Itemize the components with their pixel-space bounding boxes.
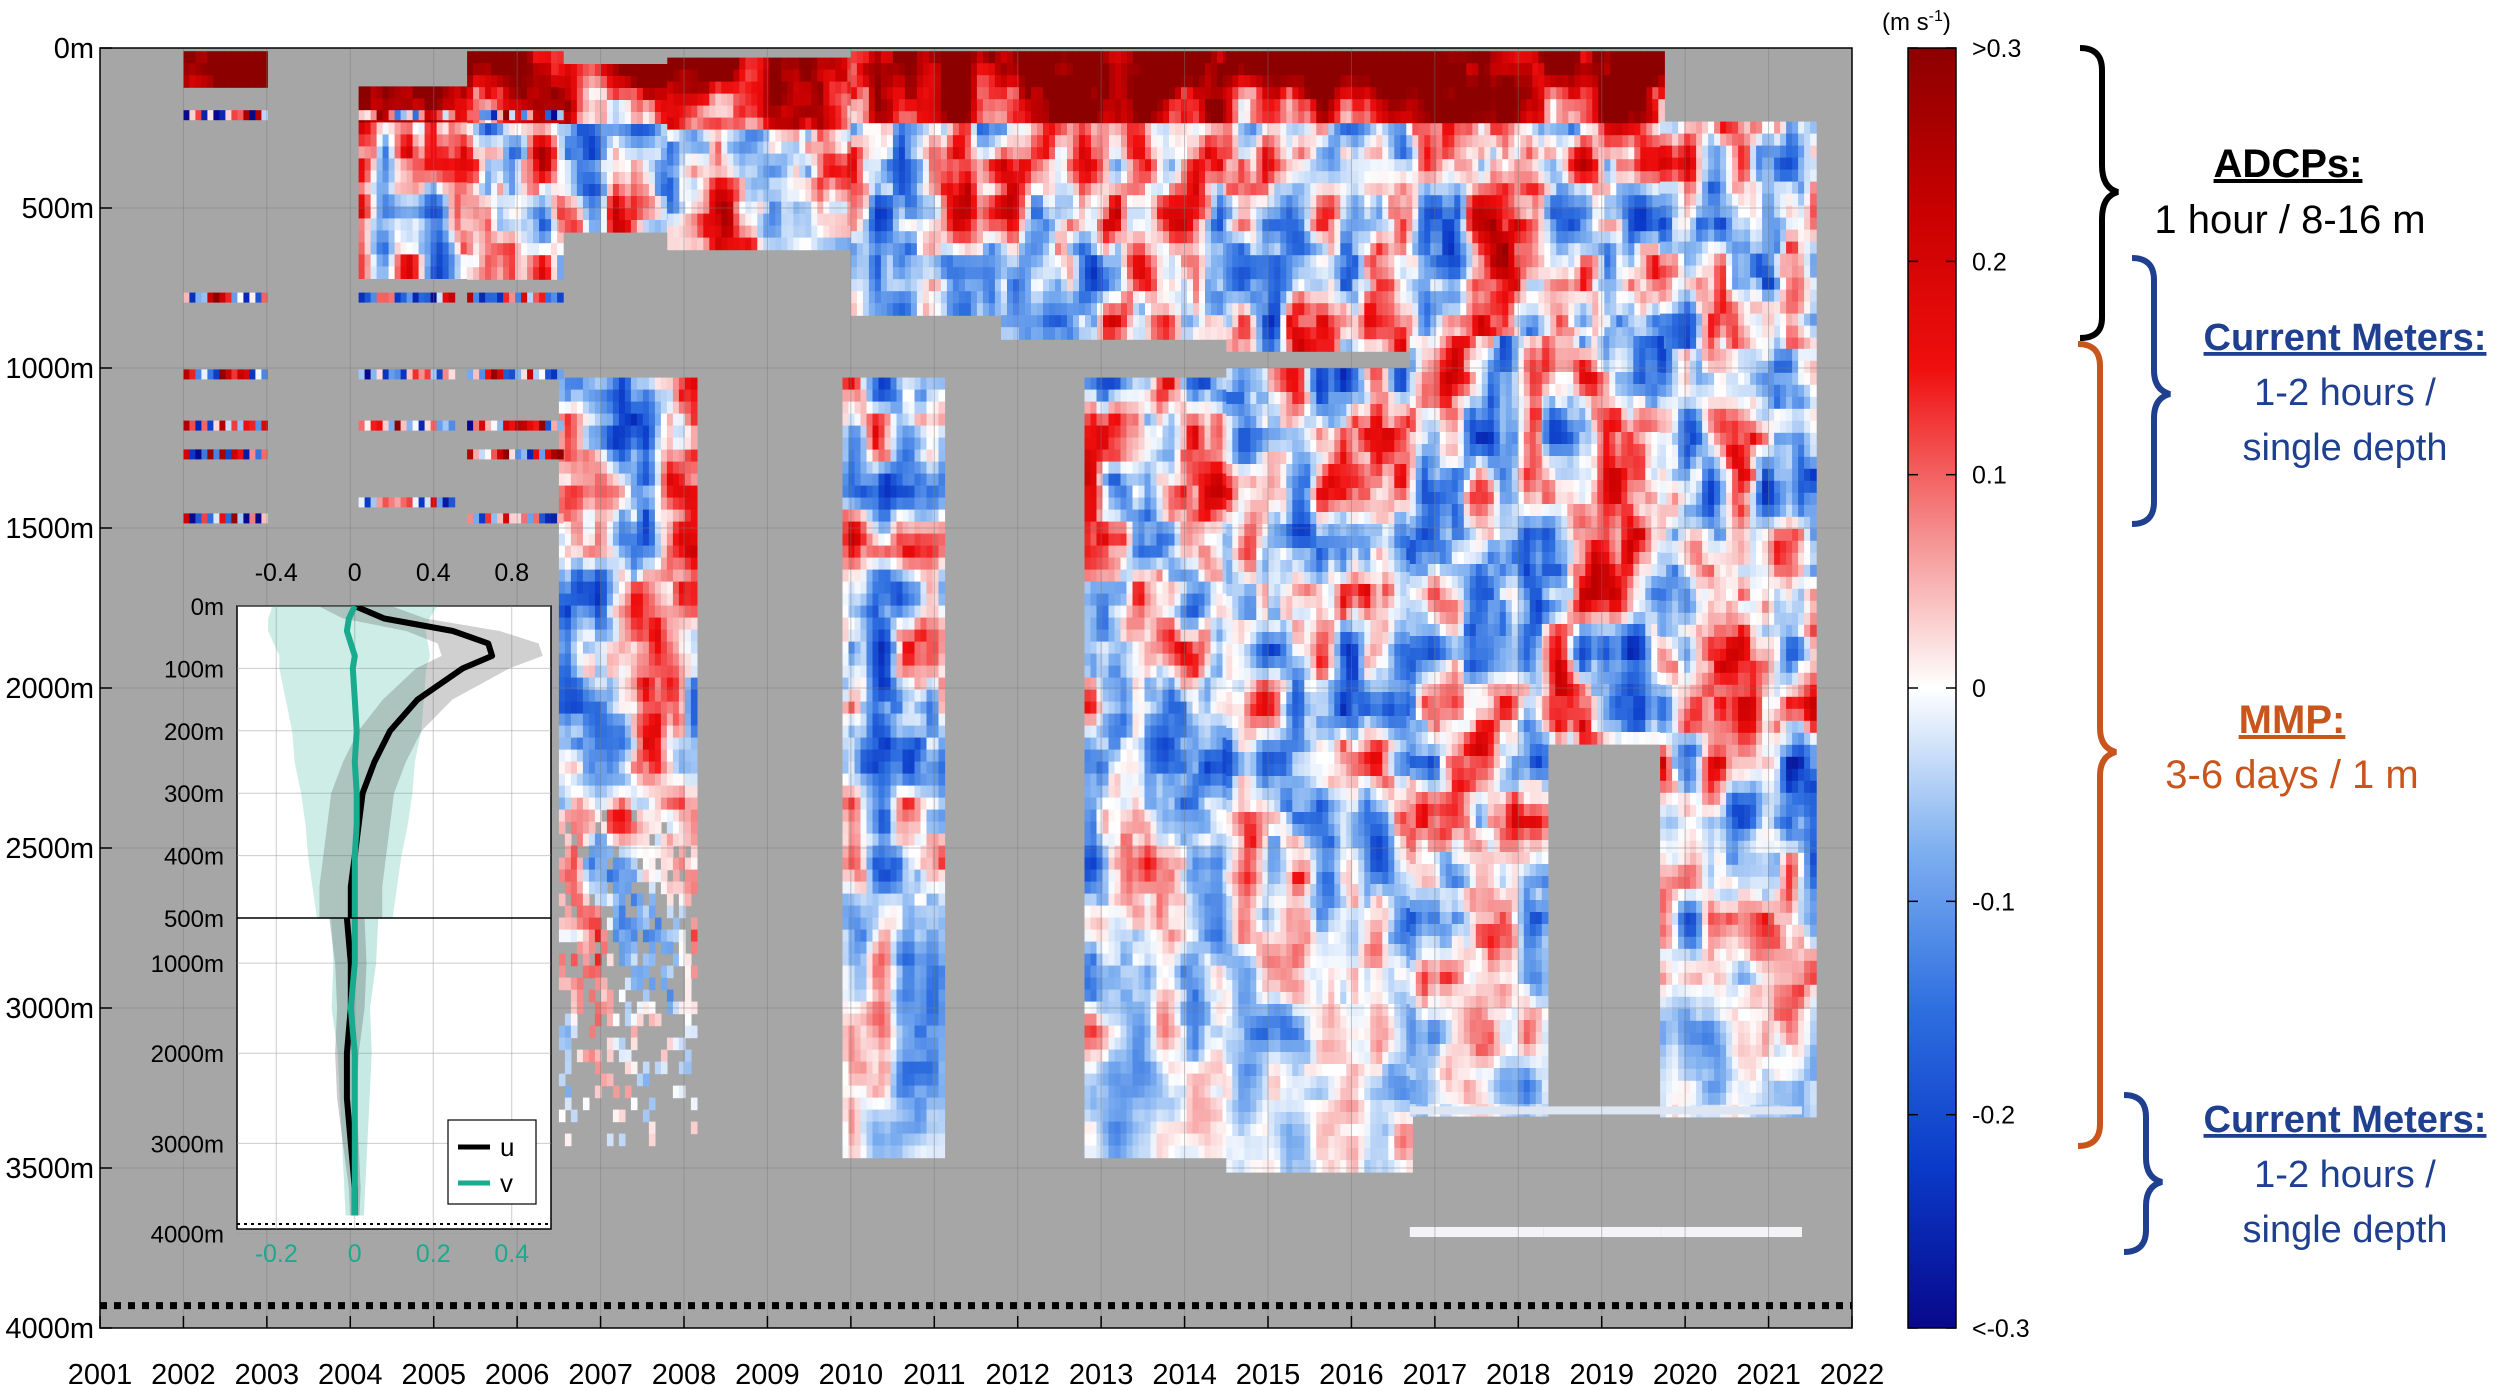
y-tick-label: 500m — [21, 193, 94, 225]
x-tick-label: 2021 — [1736, 1359, 1801, 1386]
current-meters-upper-bracket — [2132, 258, 2170, 524]
x-tick-label: 2019 — [1569, 1359, 1634, 1386]
x-tick-label: 2010 — [819, 1359, 884, 1386]
x-tick-label: 2017 — [1403, 1359, 1468, 1386]
y-tick-label: 2500m — [5, 833, 94, 865]
current-meters-lower-title: Current Meters: — [2204, 1099, 2487, 1141]
x-tick-label: 2016 — [1319, 1359, 1384, 1386]
y-tick-label: 0m — [54, 33, 94, 65]
x-tick-label: 2005 — [401, 1359, 466, 1386]
inset-upper-depth-label: 100m — [164, 656, 224, 683]
annotations: ADCPs: 1 hour / 8-16 m Current Meters: 1… — [2078, 48, 2486, 1252]
y-tick-label: 4000m — [5, 1313, 94, 1345]
inset-upper-depth-label: 300m — [164, 781, 224, 808]
colorbar-tick-label: 0 — [1972, 675, 1986, 703]
colorbar-tick-label: -0.2 — [1972, 1102, 2015, 1130]
x-tick-label: 2003 — [235, 1359, 300, 1386]
inset-lower-depth-label: 2000m — [151, 1041, 224, 1068]
current-meters-lower-bracket — [2124, 1095, 2162, 1252]
inset-top-tick-label: 0.4 — [416, 559, 451, 587]
colorbar-unit-label: (m s-1) — [1882, 8, 1951, 36]
x-tick-label: 2007 — [568, 1359, 633, 1386]
x-tick-label: 2006 — [485, 1359, 550, 1386]
inset-upper-depth-label: 500m — [164, 906, 224, 933]
inset-upper-depth-label: 0m — [191, 594, 224, 621]
current-meters-lower-detail2: single depth — [2243, 1209, 2448, 1251]
colorbar-tick-label: 0.1 — [1972, 462, 2007, 490]
inset-upper-depth-label: 400m — [164, 844, 224, 871]
x-tick-label: 2022 — [1820, 1359, 1885, 1386]
colorbar-tick-label: <-0.3 — [1972, 1315, 2030, 1343]
inset-lower-depth-label: 4000m — [151, 1222, 224, 1249]
current-meters-lower-detail1: 1-2 hours / — [2254, 1154, 2436, 1196]
x-tick-label: 2011 — [903, 1359, 965, 1386]
y-tick-label: 1000m — [5, 353, 94, 385]
mmp-detail: 3-6 days / 1 m — [2165, 753, 2418, 797]
y-tick-label: 3500m — [5, 1153, 94, 1185]
y-tick-label: 3000m — [5, 993, 94, 1025]
colorbar: (m s-1) >0.3 0.2 0.1 0 -0.1 -0.2 <-0.3 — [1882, 8, 2030, 1343]
mmp-bracket — [2078, 344, 2116, 1146]
inset-top-tick-label: 0 — [348, 559, 362, 587]
x-tick-label: 2004 — [318, 1359, 383, 1386]
x-tick-label: 2018 — [1486, 1359, 1551, 1386]
current-meters-upper-detail2: single depth — [2243, 427, 2448, 469]
colorbar-tick-label: -0.1 — [1972, 888, 2015, 916]
x-tick-label: 2002 — [151, 1359, 216, 1386]
inset-bottom-tick-label: 0 — [348, 1240, 362, 1268]
inset-bottom-tick-label: 0.2 — [416, 1240, 451, 1268]
inset-bottom-tick-label: 0.4 — [494, 1240, 529, 1268]
legend-v-label: v — [500, 1168, 513, 1198]
y-axis-ticks: 0m 500m 1000m 1500m 2000m 2500m 3000m 3500m 4000… — [5, 33, 112, 1345]
colorbar-tick-label: >0.3 — [1972, 35, 2021, 63]
inset-legend: u v — [448, 1120, 536, 1204]
inset-lower-depth-label: 3000m — [151, 1131, 224, 1158]
x-tick-label: 2012 — [985, 1359, 1050, 1386]
inset-top-tick-label: 0.8 — [494, 559, 529, 587]
x-tick-label: 2013 — [1069, 1359, 1134, 1386]
adcp-title: ADCPs: — [2214, 142, 2363, 186]
legend-box — [448, 1120, 536, 1204]
y-tick-label: 1500m — [5, 513, 94, 545]
current-meters-upper-detail1: 1-2 hours / — [2254, 372, 2436, 414]
x-tick-label: 2008 — [652, 1359, 717, 1386]
x-tick-label: 2014 — [1152, 1359, 1217, 1386]
x-tick-label: 2015 — [1236, 1359, 1301, 1386]
x-tick-label: 2020 — [1653, 1359, 1718, 1386]
x-tick-label: 2009 — [735, 1359, 800, 1386]
inset-upper-depth-label: 200m — [164, 719, 224, 746]
inset-lower-depth-label: 1000m — [151, 951, 224, 978]
adcp-detail: 1 hour / 8-16 m — [2154, 198, 2425, 242]
legend-u-label: u — [500, 1132, 514, 1162]
adcp-bracket — [2080, 48, 2118, 338]
mmp-title: MMP: — [2239, 698, 2346, 742]
inset-bottom-tick-label: -0.2 — [255, 1240, 298, 1268]
current-meters-upper-title: Current Meters: — [2204, 317, 2487, 359]
x-tick-label: 2001 — [68, 1359, 133, 1386]
colorbar-tick-label: 0.2 — [1972, 248, 2007, 276]
inset-top-tick-label: -0.4 — [255, 559, 298, 587]
y-tick-label: 2000m — [5, 673, 94, 705]
